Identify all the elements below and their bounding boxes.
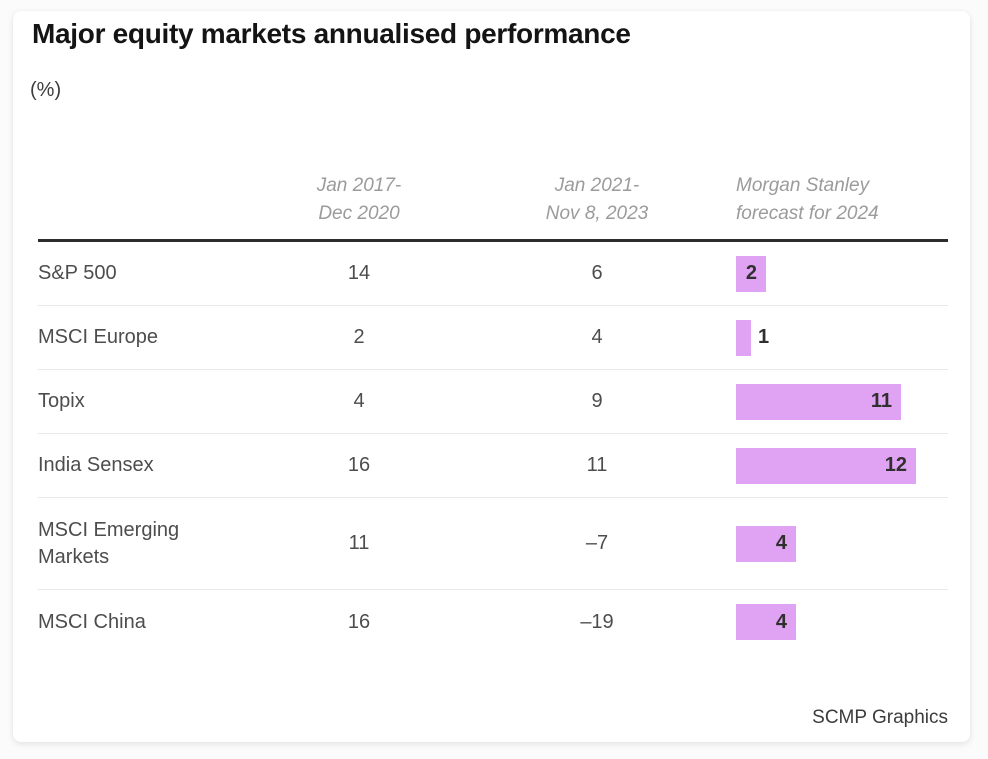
period1-value: 4 [353,390,365,412]
table-row: Topix 4 9 11 11 [38,370,948,434]
bar-value-label: 1 [758,326,770,348]
chart-card: Major equity markets annualised performa… [13,11,970,742]
unit-label: (%) [30,79,62,101]
forecast-bar-cell: 4 4 [716,590,948,654]
forecast-bar: 12 [736,447,916,484]
row-label: MSCI China [38,610,146,633]
column-header-period1: Jan 2017- Dec 2020 [316,175,402,224]
source-credit: SCMP Graphics [812,707,948,728]
bar-value-label: 4 [775,610,787,633]
bar-value-label: 2 [745,262,757,284]
row-label: Topix [38,390,85,412]
period2-value: 9 [591,390,603,412]
row-label: India Sensex [38,454,154,476]
period1-value: 16 [347,454,371,476]
period1-value: 16 [347,610,371,633]
row-label: S&P 500 [38,262,117,284]
page-title: Major equity markets annualised performa… [32,18,631,49]
table-header-row: Jan 2017- Dec 2020 Jan 2021- Nov 8, 2023… [38,159,948,242]
bar-value-label: 11 [870,390,892,412]
table-row: MSCI China 16 –19 4 4 [38,590,948,654]
forecast-bar: 1 [736,319,751,356]
row-label: MSCI Europe [38,326,159,348]
column-header-period2: Jan 2021- Nov 8, 2023 [545,175,649,224]
forecast-bar: 2 [736,255,766,292]
column-header-forecast: Morgan Stanley forecast for 2024 [736,175,879,224]
forecast-bar: 4 [736,525,796,562]
forecast-bar: 4 [736,604,796,640]
period2-value: –7 [585,532,609,554]
header-spacer [38,172,240,228]
bar-value-label: 12 [884,454,907,476]
performance-table: Jan 2017- Dec 2020 Jan 2021- Nov 8, 2023… [38,159,948,654]
table-row: S&P 500 14 6 2 2 [38,242,948,306]
bar-value-label: 4 [775,532,787,554]
table-row: India Sensex 16 11 12 12 [38,434,948,498]
forecast-bar-cell: 4 4 [716,498,948,589]
forecast-bar: 11 [736,383,901,420]
period1-value: 2 [353,326,365,348]
table-row: MSCI Europe 2 4 1 1 [38,306,948,370]
row-label: MSCI Emerging Markets [38,518,180,568]
period2-value: –19 [580,610,614,633]
period2-value: 11 [586,454,608,476]
period2-value: 6 [591,262,603,284]
table-row: MSCI Emerging Markets 11 –7 4 4 [38,498,948,590]
period1-value: 14 [347,262,371,284]
forecast-bar-cell: 12 12 [716,434,948,497]
forecast-bar-cell: 2 2 [716,242,948,305]
forecast-bar-cell: 1 1 [716,306,948,369]
period2-value: 4 [591,326,603,348]
period1-value: 11 [348,532,370,554]
forecast-bar-cell: 11 11 [716,370,948,433]
